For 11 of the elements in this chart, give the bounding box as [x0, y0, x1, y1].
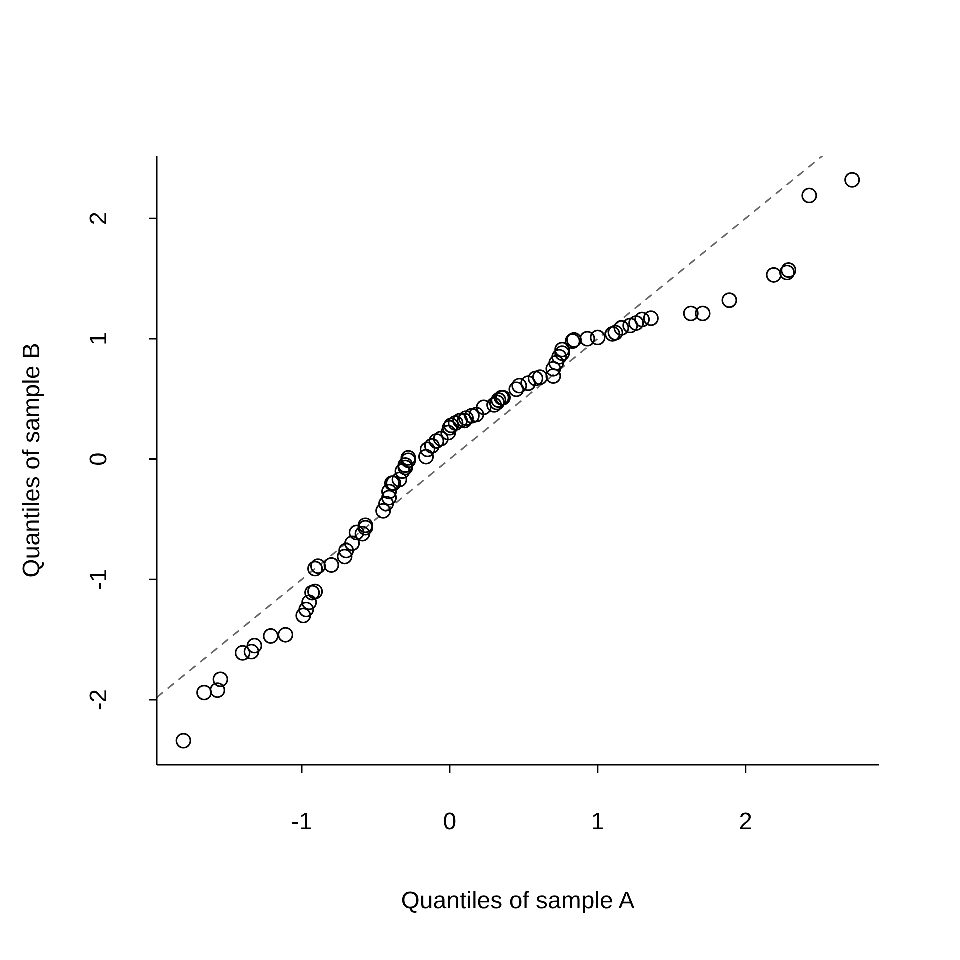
y-tick-label: -2 — [86, 689, 113, 711]
y-tick-label: 1 — [86, 332, 113, 346]
x-tick-label: 2 — [739, 808, 753, 836]
y-axis-title: Quantiles of sample B — [18, 343, 46, 578]
x-tick-label: -1 — [291, 808, 313, 836]
y-tick-label: 2 — [86, 212, 113, 226]
x-tick-label: 1 — [591, 808, 605, 836]
x-axis-title: Quantiles of sample A — [401, 888, 635, 915]
x-tick-label: 0 — [443, 808, 457, 836]
y-tick-label: -1 — [86, 568, 113, 590]
y-tick-label: 0 — [86, 452, 113, 466]
